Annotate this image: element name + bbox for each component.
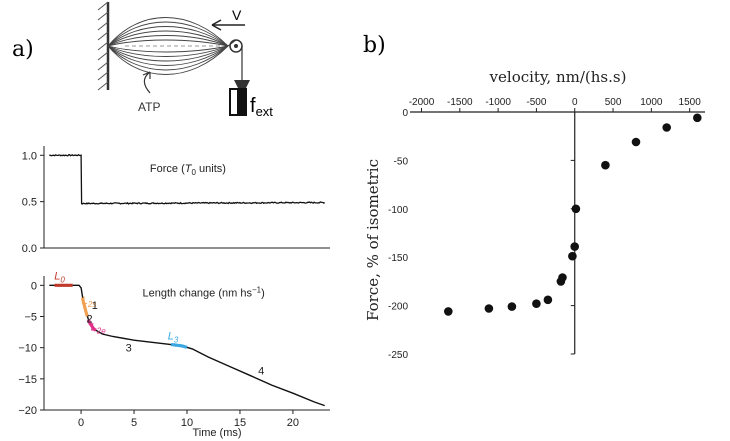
atp-arrow-shaft <box>144 72 150 93</box>
weight-highlight <box>231 90 237 114</box>
force-title-end: units) <box>196 163 226 175</box>
length-y-tick-label: −10 <box>18 343 37 355</box>
force-velocity-chart: -2000 -1500 -1000 -500 0 500 1000 1500 0 -50 -100 -… <box>364 68 705 361</box>
length-x-tick-label: 5 <box>131 417 137 429</box>
force-trace-title: Force (T0 units) <box>150 163 226 177</box>
fv-data-point <box>601 161 610 170</box>
fv-x-tick-label: 0 <box>572 97 578 108</box>
highlight-label-sub: 0 <box>60 275 65 284</box>
fv-data-point <box>632 138 641 147</box>
phase-label-4: 4 <box>258 365 264 377</box>
force-y-tick-label: 1.0 <box>22 150 37 162</box>
phase-label-3: 3 <box>126 342 132 354</box>
fv-data-point <box>485 304 494 313</box>
force-y-tick-label: 0.0 <box>22 243 37 255</box>
length-y-tick-label: −5 <box>24 312 37 324</box>
fv-y-tick-label: -100 <box>388 205 408 216</box>
fv-data-point <box>508 302 517 311</box>
force-ext-label: fext <box>250 95 273 119</box>
length-x-tick-label: 10 <box>181 417 193 429</box>
force-trace-chart: 0.0 0.5 1.0 Force (T0 units) <box>22 146 330 255</box>
phase-label-2: 2 <box>86 314 92 326</box>
fv-x-tick-label: -500 <box>526 97 546 108</box>
fv-x-label: velocity, nm/(hs.s) <box>489 68 627 86</box>
fv-data-point <box>570 242 579 251</box>
force-title-main: Force ( <box>150 163 185 175</box>
highlight-L3 <box>171 345 187 348</box>
phase-label-1: 1 <box>92 300 98 312</box>
panel-label-b: b) <box>363 33 386 58</box>
fv-data-point <box>544 296 553 305</box>
force-y-tick-label: 0.5 <box>22 197 37 209</box>
fv-data-point <box>558 273 567 282</box>
fv-x-tick-label: -1500 <box>447 97 473 108</box>
pulley-hub <box>234 44 238 48</box>
weight-hook <box>234 80 250 88</box>
fv-data-point <box>444 307 453 316</box>
fv-data-point <box>662 123 671 132</box>
wall-hatching <box>98 2 108 90</box>
highlight-label-sub: 2e <box>96 327 106 336</box>
fv-data-point <box>532 299 541 308</box>
highlight-label-L2e: L2e <box>91 322 107 336</box>
fv-y-tick-label: -50 <box>394 156 409 167</box>
fv-x-tick-label: 1000 <box>640 97 663 108</box>
length-x-tick-label: 0 <box>78 417 84 429</box>
fv-y-tick-label: -150 <box>388 253 408 264</box>
fv-y-tick-label: 0 <box>402 108 408 119</box>
fv-data-point <box>693 114 702 123</box>
fv-data-point <box>568 252 577 261</box>
panel-label-a: a) <box>12 37 34 62</box>
length-trace-title: Length change (nm hs−1) <box>143 286 265 300</box>
length-title-main: Length change (nm hs <box>143 288 253 300</box>
fv-x-tick-label: -1000 <box>485 97 511 108</box>
fv-y-tick-label: -250 <box>388 350 408 361</box>
fv-y-tick-label: -200 <box>388 302 408 313</box>
fv-x-tick-label: 1500 <box>679 97 702 108</box>
fv-data-point <box>572 205 581 214</box>
length-x-tick-label: 20 <box>287 417 299 429</box>
velocity-label: V <box>232 7 242 23</box>
length-title-end: ) <box>261 288 265 300</box>
length-x-label: Time (ms) <box>192 427 241 439</box>
length-y-tick-label: −15 <box>18 374 37 386</box>
muscle-schematic: fext V ATP <box>98 2 273 119</box>
atp-label: ATP <box>138 100 160 114</box>
length-y-tick-label: −20 <box>18 405 37 417</box>
highlight-label-L0: L0 <box>54 270 65 284</box>
fv-y-label: Force, % of isometric <box>364 159 382 321</box>
length-y-tick-label: 0 <box>31 280 37 292</box>
fv-x-tick-label: 500 <box>605 97 622 108</box>
highlight-label-sub: 3 <box>174 335 179 344</box>
fv-x-tick-label: -2000 <box>409 97 435 108</box>
highlight-label-L3: L3 <box>168 330 179 344</box>
